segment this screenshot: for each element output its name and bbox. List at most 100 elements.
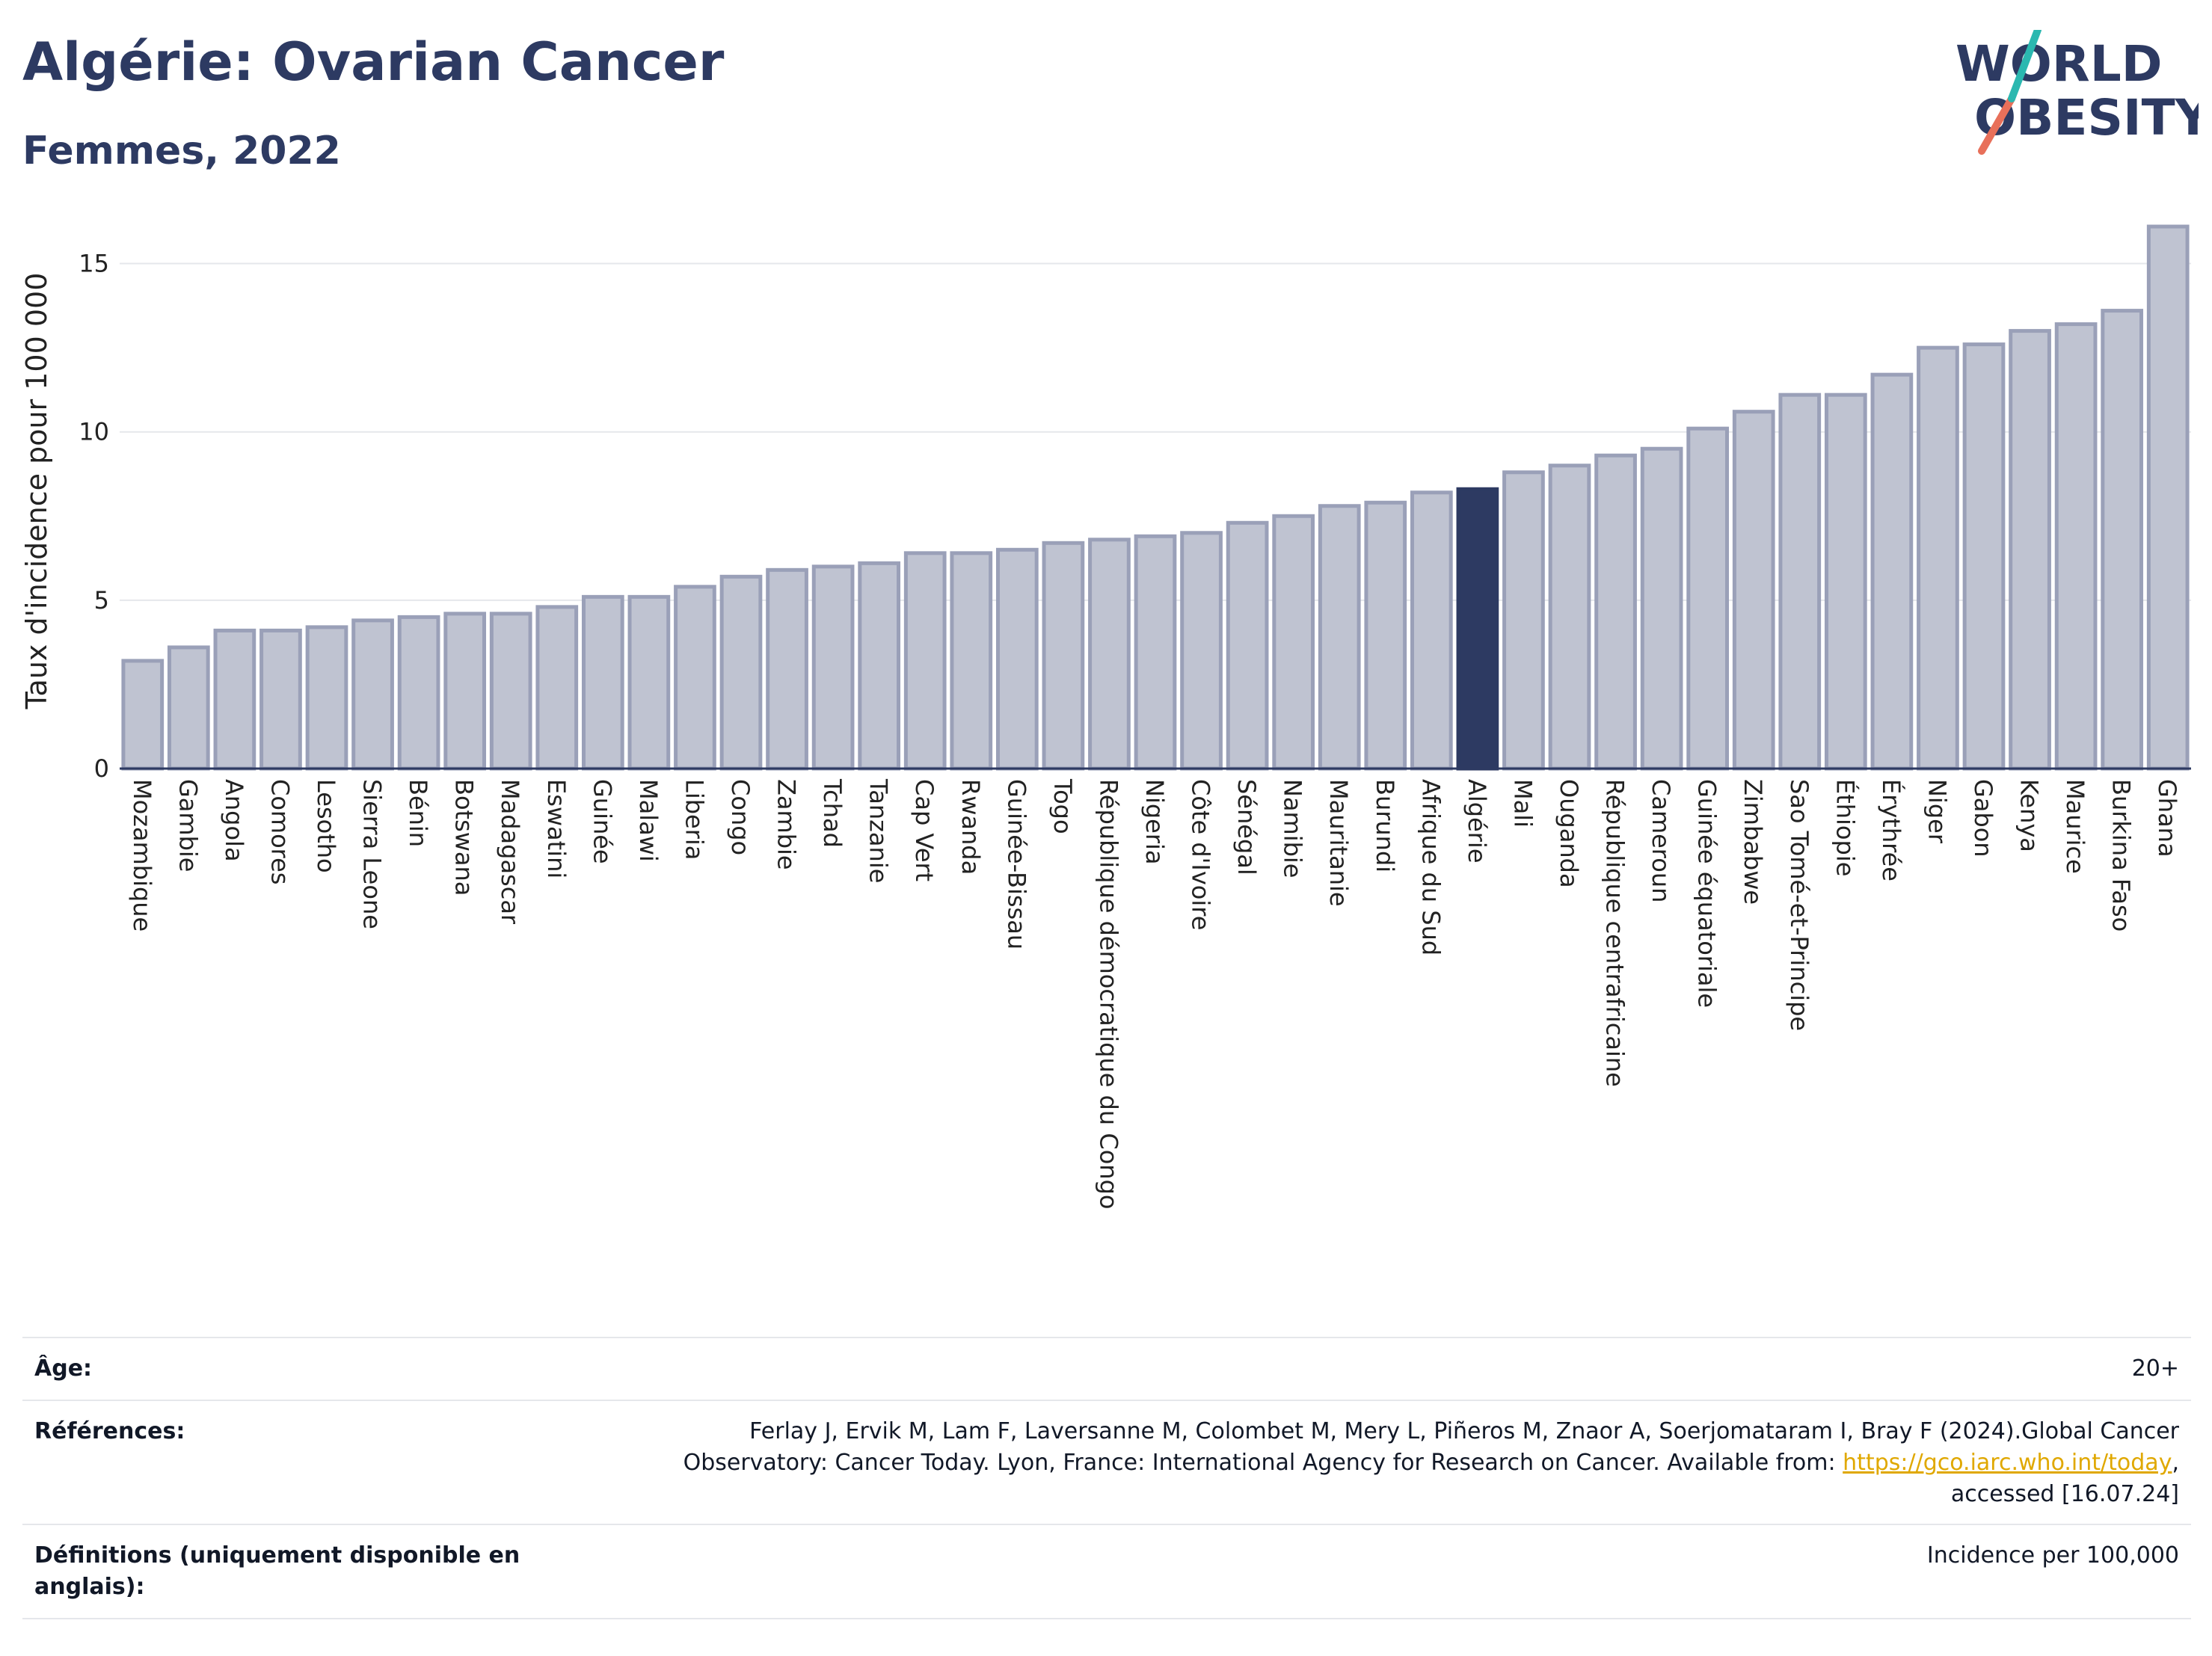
x-tick-label: Mali (1508, 779, 1537, 828)
bar[interactable] (674, 585, 716, 771)
x-tick-label: Liberia (680, 779, 708, 860)
bar[interactable] (1548, 464, 1591, 771)
age-label: Âge: (34, 1355, 93, 1382)
x-tick-label: Cameroun (1647, 779, 1675, 902)
footer-row-definitions: Définitions (uniquement disponible en an… (22, 1524, 2191, 1619)
bar-chart: 0 5 10 15 Mozambique Gambie Angola Comores Lesot… (20, 224, 2191, 1209)
x-tick-label: Rwanda (956, 779, 985, 875)
bar[interactable] (351, 618, 394, 771)
references-line2-end: , (2172, 1450, 2179, 1476)
y-tick-label: 5 (94, 586, 109, 615)
definitions-value: Incidence per 100,000 (1926, 1542, 2179, 1569)
bar[interactable] (1870, 372, 1914, 771)
y-axis-title: Taux d'incidence pour 100 000 (20, 273, 53, 710)
bar[interactable] (627, 594, 671, 771)
bar[interactable] (1318, 504, 1361, 771)
x-tick-label: Bénin (404, 779, 432, 847)
x-tick-label: Maurice (2061, 779, 2089, 874)
x-tick-label: Mauritanie (1324, 779, 1353, 907)
x-tick-label: Tanzanie (864, 778, 893, 883)
x-tick-label: République démocratique du Congo (1094, 779, 1122, 1209)
footer-row-references: Références: Ferlay J, Ervik M, Lam F, La… (22, 1400, 2191, 1525)
bar[interactable] (1226, 520, 1269, 771)
x-tick-label: Niger (1923, 779, 1951, 844)
x-tick-label: Côte d'Ivoire (1187, 779, 1215, 930)
x-tick-label: Malawi (634, 779, 663, 862)
bar[interactable] (2054, 322, 2098, 771)
bar[interactable] (1364, 500, 1407, 771)
references-value: Ferlay J, Ervik M, Lam F, Laversanne M, … (683, 1416, 2179, 1510)
x-tick-label: Togo (1048, 778, 1077, 834)
x-tick-label: Sénégal (1232, 779, 1261, 875)
x-tick-label: Zimbabwe (1739, 779, 1767, 905)
bar[interactable] (1180, 531, 1223, 771)
x-tick-label: Madagascar (496, 779, 524, 925)
x-tick-label: Guinée (588, 779, 616, 864)
bar[interactable] (2009, 329, 2051, 771)
logo-line1: WORLD (1956, 35, 2163, 93)
bar[interactable] (1088, 538, 1131, 771)
bar[interactable] (397, 615, 440, 771)
x-tick-label: Sao Tomé-et-Principe (1785, 779, 1813, 1031)
bar[interactable] (1962, 342, 2006, 771)
age-value: 20+ (2131, 1355, 2179, 1382)
bar[interactable] (719, 574, 763, 771)
bar[interactable] (1824, 393, 1867, 771)
bar[interactable] (489, 612, 532, 771)
x-tick-label: Angola (220, 779, 248, 862)
bar[interactable] (1042, 541, 1085, 771)
bar[interactable] (1502, 470, 1545, 771)
bar[interactable] (259, 628, 302, 771)
bar[interactable] (121, 659, 165, 771)
y-tick-label: 10 (79, 418, 109, 446)
bar[interactable] (950, 551, 993, 771)
x-tick-label: Gambie (173, 779, 202, 872)
bar[interactable] (1134, 534, 1177, 771)
bar[interactable] (1778, 393, 1822, 771)
bar[interactable] (1456, 487, 1499, 771)
references-line2-text: Observatory: Cancer Today. Lyon, France:… (683, 1450, 1843, 1476)
bar[interactable] (1640, 446, 1683, 771)
bar[interactable] (903, 551, 947, 771)
x-tick-label: Tchad (818, 778, 847, 848)
x-tick-label: Ghana (2153, 779, 2181, 858)
x-tick-label: Érythrée (1877, 779, 1905, 881)
x-tick-label: Comores (265, 779, 294, 884)
references-link[interactable]: https://gco.iarc.who.int/today (1843, 1450, 2172, 1476)
bar[interactable] (1686, 426, 1730, 771)
bar[interactable] (858, 561, 901, 771)
x-tick-label: Nigeria (1140, 779, 1169, 864)
x-tick-label: Namibie (1279, 779, 1307, 878)
x-tick-label: Zambie (772, 779, 801, 870)
x-tick-label: République centrafricaine (1601, 779, 1629, 1087)
bar[interactable] (305, 625, 348, 771)
bar[interactable] (213, 628, 256, 771)
bar[interactable] (581, 594, 624, 771)
page-title: Algérie: Ovarian Cancer (22, 31, 725, 93)
bar[interactable] (1594, 453, 1637, 771)
references-line1: Ferlay J, Ervik M, Lam F, Laversanne M, … (749, 1418, 2179, 1444)
bar[interactable] (811, 564, 855, 771)
bar[interactable] (2146, 224, 2190, 771)
x-tick-label: Sierra Leone (358, 779, 387, 929)
x-tick-label: Cap Vert (910, 779, 938, 881)
bar[interactable] (443, 612, 487, 771)
bar[interactable] (535, 605, 579, 771)
bar[interactable] (1410, 490, 1453, 771)
definitions-label-line2: anglais): (34, 1574, 145, 1600)
world-obesity-logo: WORLD OBESITY (1956, 30, 2199, 155)
bar[interactable] (766, 567, 808, 771)
x-tick-label: Gabon (1969, 779, 1997, 858)
bar[interactable] (1272, 514, 1315, 771)
bar[interactable] (995, 547, 1039, 771)
bar[interactable] (1917, 345, 1959, 771)
bar[interactable] (2101, 309, 2144, 771)
x-tick-label: Kenya (2015, 779, 2044, 852)
definitions-label: Définitions (uniquement disponible en an… (34, 1540, 520, 1603)
x-tick-label: Eswatini (542, 779, 571, 878)
definitions-label-line1: Définitions (uniquement disponible en (34, 1542, 520, 1569)
bar[interactable] (1732, 410, 1775, 771)
logo-slash-red (1978, 95, 2015, 155)
bar[interactable] (167, 645, 210, 771)
page-subtitle: Femmes, 2022 (22, 129, 341, 173)
